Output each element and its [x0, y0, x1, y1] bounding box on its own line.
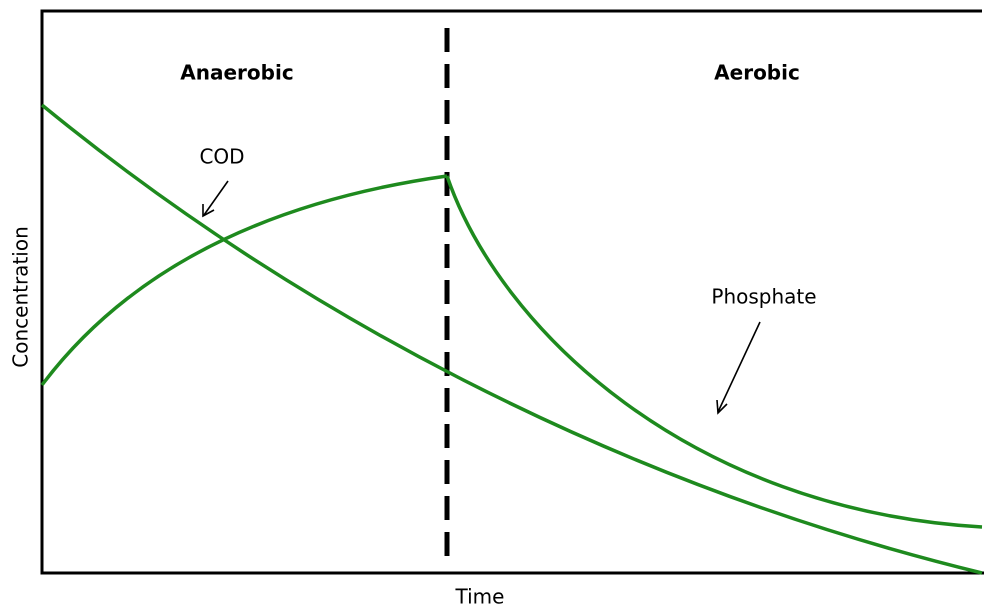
cod-curve: [40, 103, 983, 575]
phase-label: Aerobic: [714, 61, 800, 85]
phosphate-anaerobic-curve: [40, 174, 448, 387]
x-axis-label: Time: [455, 585, 505, 609]
plot-frame: [40, 9, 984, 575]
curve-label: COD: [199, 145, 244, 169]
phosphate-aerobic-curve: [445, 175, 983, 529]
cod-arrowhead: [202, 204, 215, 218]
phosphate-arrowhead: [716, 399, 728, 415]
phase-label: Anaerobic: [180, 61, 293, 85]
phosphate-arrow: [717, 321, 761, 413]
y-axis-label: Concentration: [9, 226, 33, 367]
curve-label: Phosphate: [711, 285, 816, 309]
cod-arrow: [203, 180, 229, 216]
